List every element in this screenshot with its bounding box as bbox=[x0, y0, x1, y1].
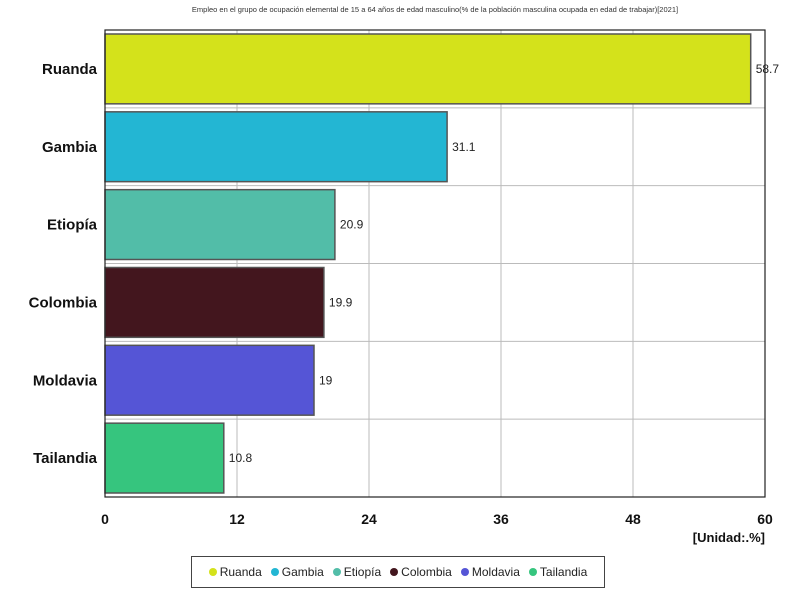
bar bbox=[104, 422, 225, 494]
legend-label: Colombia bbox=[401, 565, 452, 579]
plot-frame bbox=[104, 29, 766, 498]
category-label: Moldavia bbox=[33, 372, 98, 389]
bar bbox=[104, 111, 448, 183]
legend-item[interactable]: Etiopía bbox=[332, 565, 382, 579]
legend-label: Moldavia bbox=[471, 565, 520, 579]
legend-marker bbox=[208, 568, 217, 576]
value-label: 19.9 bbox=[329, 295, 353, 309]
legend-label: Ruanda bbox=[219, 565, 262, 579]
value-label: 10.8 bbox=[229, 451, 253, 465]
bars: 58.7 31.1 20.9 19.9 19 10.8 bbox=[104, 33, 780, 494]
unit-label: [Unidad:.%] bbox=[693, 530, 765, 545]
value-label: 19 bbox=[319, 373, 333, 387]
legend-marker bbox=[528, 568, 537, 576]
x-tick-label: 0 bbox=[101, 511, 109, 527]
bar bbox=[104, 344, 315, 416]
category-label: Etiopía bbox=[47, 217, 98, 234]
legend-marker bbox=[270, 568, 279, 576]
legend-label: Etiopía bbox=[343, 565, 382, 579]
category-labels: Ruanda Gambia Etiopía Colombia Moldavia Taila… bbox=[29, 61, 98, 467]
legend-item[interactable]: Ruanda bbox=[208, 565, 262, 579]
x-tick-label: 12 bbox=[229, 511, 245, 527]
category-label: Gambia bbox=[42, 139, 98, 156]
x-tick-label: 60 bbox=[757, 511, 773, 527]
value-label: 58.7 bbox=[756, 62, 780, 76]
category-label: Ruanda bbox=[42, 61, 98, 78]
x-tick-label: 36 bbox=[493, 511, 509, 527]
legend-item[interactable]: Gambia bbox=[270, 565, 324, 579]
legend: Ruanda Gambia Etiopía Colombia Moldavia Taila… bbox=[191, 556, 605, 588]
legend-marker bbox=[460, 568, 469, 576]
bar-chart: 58.7 31.1 20.9 19.9 19 10.8 Ruanda Gambia Etiop… bbox=[29, 29, 780, 545]
x-tick-label: 48 bbox=[625, 511, 641, 527]
bar bbox=[104, 33, 752, 105]
bar bbox=[104, 266, 325, 339]
legend-marker bbox=[332, 568, 341, 576]
category-label: Tailandia bbox=[33, 450, 98, 467]
x-tick-label: 24 bbox=[361, 511, 377, 527]
legend-marker bbox=[390, 568, 399, 576]
legend-item[interactable]: Tailandia bbox=[528, 565, 588, 579]
bar bbox=[104, 188, 336, 261]
legend-item[interactable]: Moldavia bbox=[460, 565, 520, 579]
chart-title: Empleo en el grupo de ocupación elementa… bbox=[191, 5, 679, 14]
x-tick-labels: 0 12 24 36 48 60 bbox=[101, 511, 773, 527]
category-label: Colombia bbox=[29, 294, 98, 311]
legend-item[interactable]: Colombia bbox=[390, 565, 452, 579]
legend-label: Gambia bbox=[281, 565, 324, 579]
value-label: 31.1 bbox=[452, 140, 476, 154]
value-label: 20.9 bbox=[340, 218, 364, 232]
legend-label: Tailandia bbox=[539, 565, 588, 579]
